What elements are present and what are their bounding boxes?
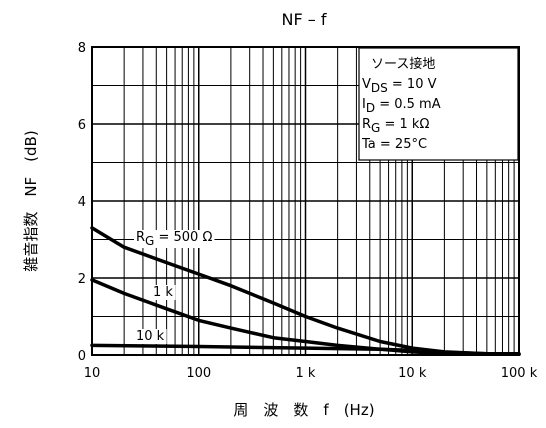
plot-frame: [91, 46, 520, 356]
series-label-2: 1 k: [153, 285, 173, 300]
series-label-2-bg: [151, 285, 176, 300]
series-labels: RG = 500 Ω 1 k 10 k: [134, 230, 215, 344]
series-label-3: 10 k: [136, 329, 165, 344]
series-label-3-bg: [134, 329, 167, 344]
chart-title: NF – f: [282, 10, 327, 29]
series-label-1-bg: [134, 230, 215, 248]
series-label-1: RG = 500 Ω: [136, 230, 212, 248]
y-tick-label: 6: [78, 118, 86, 133]
conditions-box: [358, 47, 519, 161]
y-tick-labels: 0 2 4 6 8: [78, 41, 86, 364]
series-line-3: [90, 343, 521, 356]
x-tick-label: 1 k: [296, 366, 316, 381]
y-tick-label: 8: [78, 41, 86, 56]
y-tick-label: 2: [78, 272, 86, 287]
x-tick-label: 10: [84, 366, 101, 381]
x-tick-label: 10 k: [398, 366, 427, 381]
condition-line-3: RG = 1 kΩ: [362, 117, 429, 135]
condition-line-4: Ta = 25°C: [361, 137, 427, 152]
condition-line-2: ID = 0.5 mA: [362, 97, 441, 115]
conditions-title: ソース接地: [371, 56, 435, 72]
y-axis-label: 雑音指数 NF (dB): [22, 130, 40, 271]
y-tick-label: 4: [78, 195, 86, 210]
x-tick-label: 100: [186, 366, 211, 381]
y-tick-label: 0: [78, 349, 86, 364]
condition-line-1: VDS = 10 V: [362, 77, 437, 95]
x-tick-labels: 10 100 1 k 10 k 100 k: [84, 366, 538, 381]
x-tick-label: 100 k: [501, 366, 538, 381]
curves: [90, 226, 521, 356]
conditions-lines: VDS = 10 V ID = 0.5 mA RG = 1 kΩ Ta = 25°C: [361, 77, 441, 152]
x-axis-label: 周 波 数 f (Hz): [233, 401, 374, 419]
